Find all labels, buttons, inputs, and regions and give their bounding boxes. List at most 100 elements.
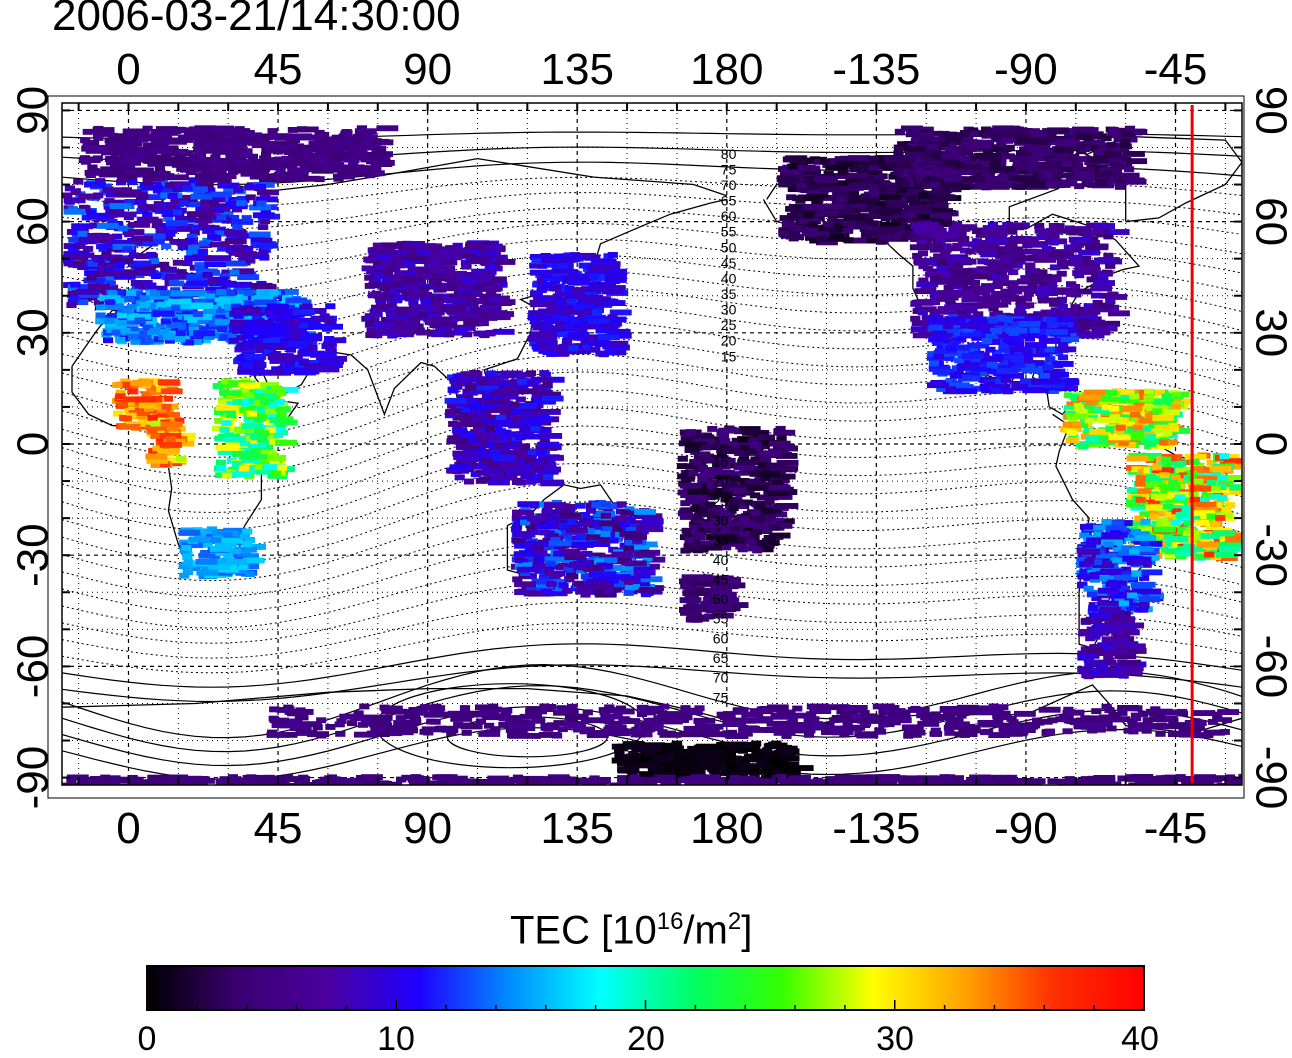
tec-cell bbox=[444, 306, 466, 312]
tec-cell bbox=[549, 540, 571, 546]
tec-cell bbox=[252, 172, 262, 178]
tec-cell bbox=[808, 222, 818, 228]
tec-cell bbox=[216, 215, 226, 221]
tec-cell bbox=[816, 177, 838, 183]
tec-cell bbox=[84, 182, 106, 188]
tec-cell bbox=[140, 295, 150, 301]
tec-cell bbox=[213, 206, 223, 212]
tec-cell bbox=[211, 138, 221, 144]
tec-cell bbox=[730, 499, 740, 505]
tec-cell bbox=[566, 299, 576, 305]
tec-cell bbox=[150, 147, 172, 153]
tec-cell bbox=[112, 382, 122, 388]
tec-cell bbox=[537, 469, 559, 475]
tec-cell bbox=[493, 329, 515, 335]
tec-cell bbox=[330, 152, 340, 158]
tec-cell bbox=[766, 538, 776, 544]
tec-cell bbox=[619, 521, 629, 527]
tec-cell bbox=[590, 347, 600, 353]
tec-cell bbox=[681, 507, 691, 513]
tec-cell bbox=[836, 196, 846, 202]
tec-cell bbox=[179, 573, 189, 579]
tec-cell bbox=[297, 135, 319, 141]
tec-cell bbox=[258, 224, 268, 230]
tec-cell bbox=[216, 289, 226, 295]
tec-cell bbox=[135, 317, 145, 323]
tec-cell bbox=[458, 327, 468, 333]
tec-cell bbox=[242, 529, 252, 535]
tec-cell bbox=[624, 545, 634, 551]
tec-cell bbox=[142, 212, 152, 218]
tec-cell bbox=[471, 309, 481, 315]
tec-cell bbox=[572, 542, 594, 548]
tec-cell bbox=[226, 413, 236, 419]
tec-cell bbox=[128, 334, 138, 340]
tec-cell bbox=[864, 229, 886, 235]
tec-cell bbox=[442, 259, 452, 265]
tec-cell bbox=[844, 204, 854, 210]
tec-cell bbox=[767, 490, 789, 496]
tec-cell bbox=[539, 370, 549, 376]
tec-cell bbox=[542, 508, 552, 514]
tec-cell bbox=[117, 313, 127, 319]
tec-cell bbox=[148, 429, 158, 435]
tec-cell bbox=[244, 354, 266, 360]
tec-cell bbox=[68, 296, 78, 302]
tec-cell bbox=[640, 573, 650, 579]
tec-cell bbox=[419, 268, 429, 274]
tec-cell bbox=[787, 213, 797, 219]
tec-cell bbox=[450, 464, 472, 470]
tec-cell bbox=[469, 257, 491, 263]
tec-cell bbox=[225, 202, 235, 208]
tec-cell bbox=[586, 508, 596, 514]
tec-cell bbox=[763, 546, 773, 552]
tec-cell bbox=[575, 503, 585, 509]
tec-cell bbox=[96, 305, 106, 311]
tec-cell bbox=[124, 296, 134, 302]
tec-cell bbox=[237, 130, 247, 136]
tec-cell bbox=[757, 434, 767, 440]
tec-cell bbox=[534, 324, 544, 330]
tec-cell bbox=[930, 213, 952, 219]
tec-cell bbox=[540, 480, 562, 486]
tec-cell bbox=[520, 420, 542, 426]
tec-cell bbox=[760, 456, 770, 462]
tec-cell bbox=[288, 127, 298, 133]
tec-cell bbox=[473, 331, 495, 337]
tec-cell bbox=[269, 417, 279, 423]
tec-cell bbox=[589, 583, 611, 589]
tec-cell bbox=[145, 454, 167, 460]
tec-cell bbox=[493, 443, 503, 449]
tec-cell bbox=[553, 551, 563, 557]
tec-cell bbox=[880, 209, 902, 215]
tec-cell bbox=[798, 166, 820, 172]
tec-cell bbox=[476, 478, 486, 484]
tec-cell bbox=[868, 220, 878, 226]
tec-cell bbox=[555, 321, 565, 327]
tec-cell bbox=[869, 187, 879, 193]
tec-cell bbox=[555, 571, 565, 577]
tec-cell bbox=[804, 212, 814, 218]
tec-cell bbox=[589, 296, 611, 302]
tec-cell bbox=[198, 249, 208, 255]
tec-cell bbox=[598, 334, 620, 340]
tec-cell bbox=[486, 370, 496, 376]
tec-cell bbox=[147, 161, 157, 167]
tec-cell bbox=[303, 351, 325, 357]
tec-cell bbox=[817, 211, 839, 217]
tec-cell bbox=[482, 307, 492, 313]
tec-cell bbox=[229, 270, 239, 276]
tec-cell bbox=[138, 137, 148, 143]
tec-cell bbox=[576, 534, 586, 540]
tec-cell bbox=[518, 434, 540, 440]
tec-cell bbox=[180, 167, 202, 173]
tec-cell bbox=[751, 442, 761, 448]
tec-cell bbox=[290, 320, 300, 326]
tec-cell bbox=[394, 320, 404, 326]
tec-cell bbox=[869, 165, 879, 171]
tec-cell bbox=[261, 151, 271, 157]
tec-cell bbox=[747, 546, 757, 552]
tec-cell bbox=[409, 256, 431, 262]
tec-cell bbox=[918, 192, 928, 198]
tec-cell bbox=[498, 389, 520, 395]
